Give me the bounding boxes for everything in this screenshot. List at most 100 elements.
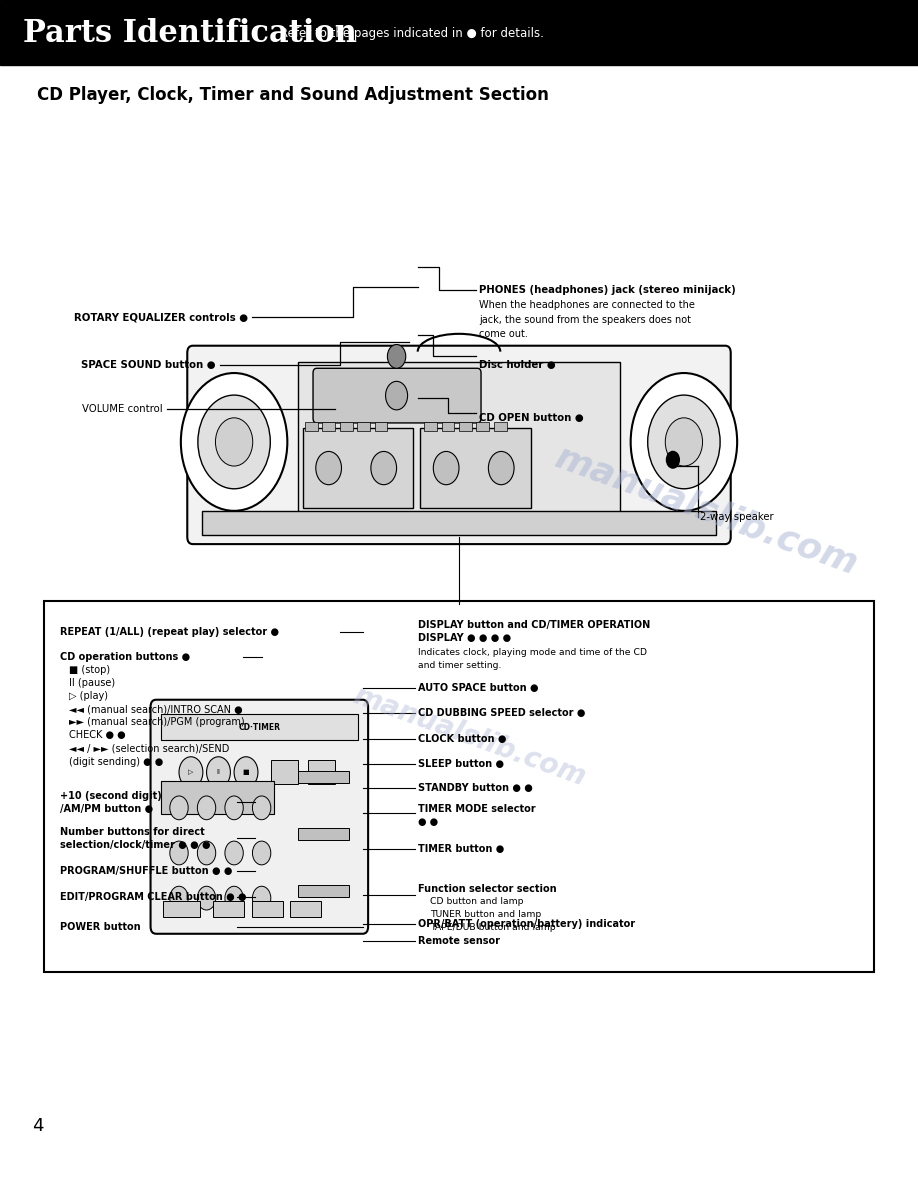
Circle shape [197, 796, 216, 820]
Text: 4: 4 [32, 1117, 44, 1136]
Text: Number buttons for direct: Number buttons for direct [60, 827, 205, 836]
FancyBboxPatch shape [313, 368, 481, 423]
Circle shape [631, 373, 737, 511]
Bar [161, 781, 274, 814]
Text: and timer setting.: and timer setting. [418, 661, 501, 670]
Bar [420, 428, 531, 508]
Text: II: II [217, 769, 220, 776]
Bar [161, 714, 358, 740]
Circle shape [234, 757, 258, 788]
Text: ►► (manual search)/PGM (program): ►► (manual search)/PGM (program) [69, 718, 244, 727]
Text: TAPE/DUB button and lamp: TAPE/DUB button and lamp [430, 923, 555, 933]
Text: +10 (second digit): +10 (second digit) [60, 791, 162, 801]
Text: (digit sending) ● ●: (digit sending) ● ● [69, 757, 163, 766]
Text: manualslib.com: manualslib.com [551, 440, 863, 582]
Text: ▷: ▷ [188, 769, 194, 776]
Circle shape [197, 841, 216, 865]
Text: CD OPEN button ●: CD OPEN button ● [479, 413, 584, 423]
Bar [476, 422, 489, 431]
Circle shape [198, 396, 270, 488]
Text: SPACE SOUND button ●: SPACE SOUND button ● [81, 360, 216, 369]
Circle shape [488, 451, 514, 485]
Text: When the headphones are connected to the: When the headphones are connected to the [479, 301, 695, 310]
Circle shape [216, 418, 252, 466]
Bar [303, 428, 413, 508]
Circle shape [316, 451, 341, 485]
Bar [163, 901, 200, 917]
Text: ■ (stop): ■ (stop) [69, 665, 110, 675]
Text: Refer to the pages indicated in ● for details.: Refer to the pages indicated in ● for de… [280, 27, 543, 39]
Text: Function selector section: Function selector section [418, 884, 556, 893]
Bar [298, 362, 620, 529]
Circle shape [170, 796, 188, 820]
Circle shape [666, 451, 679, 468]
Text: CD DUBBING SPEED selector ●: CD DUBBING SPEED selector ● [418, 708, 585, 718]
Bar [357, 422, 370, 431]
Text: selection/clock/timer ● ● ●: selection/clock/timer ● ● ● [60, 840, 210, 849]
Bar [44, 601, 874, 972]
Text: /AM/PM button ●: /AM/PM button ● [60, 804, 152, 814]
Bar [213, 901, 244, 917]
Bar [252, 901, 283, 917]
Circle shape [387, 345, 406, 368]
Text: STANDBY button ● ●: STANDBY button ● ● [418, 783, 532, 792]
Text: ◄◄ / ►► (selection search)/SEND: ◄◄ / ►► (selection search)/SEND [69, 744, 229, 753]
Bar [290, 901, 321, 917]
Text: EDIT/PROGRAM CLEAR button ● ●: EDIT/PROGRAM CLEAR button ● ● [60, 892, 246, 902]
Circle shape [252, 841, 271, 865]
Bar [298, 828, 349, 840]
Bar [494, 422, 507, 431]
Circle shape [433, 451, 459, 485]
Bar [322, 422, 335, 431]
Bar [271, 760, 298, 784]
Text: CLOCK button ●: CLOCK button ● [418, 734, 506, 744]
Bar [308, 760, 335, 784]
Circle shape [666, 418, 702, 466]
Text: REPEAT (1/ALL) (repeat play) selector ●: REPEAT (1/ALL) (repeat play) selector ● [60, 627, 279, 637]
Text: manualslib.com: manualslib.com [349, 682, 589, 791]
Circle shape [179, 757, 203, 788]
Text: ● ●: ● ● [418, 817, 438, 827]
Circle shape [252, 886, 271, 910]
Text: SLEEP button ●: SLEEP button ● [418, 759, 504, 769]
Text: PHONES (headphones) jack (stereo minijack): PHONES (headphones) jack (stereo minijac… [479, 285, 736, 295]
Text: Remote sensor: Remote sensor [418, 936, 499, 946]
Text: OPR/BATT (operation/battery) indicator: OPR/BATT (operation/battery) indicator [418, 920, 635, 929]
Circle shape [181, 373, 287, 511]
Circle shape [207, 757, 230, 788]
Text: CD Player, Clock, Timer and Sound Adjustment Section: CD Player, Clock, Timer and Sound Adjust… [37, 86, 549, 105]
Text: come out.: come out. [479, 329, 528, 339]
Bar [0, 0, 918, 65]
Text: TIMER button ●: TIMER button ● [418, 845, 504, 854]
Text: ◄◄ (manual search)/INTRO SCAN ●: ◄◄ (manual search)/INTRO SCAN ● [69, 704, 242, 714]
Text: CD button and lamp: CD button and lamp [430, 897, 523, 906]
Text: PROGRAM/SHUFFLE button ● ●: PROGRAM/SHUFFLE button ● ● [60, 866, 232, 876]
Bar [424, 422, 437, 431]
Bar [202, 511, 716, 535]
Circle shape [386, 381, 408, 410]
Text: CD·TIMER: CD·TIMER [239, 722, 280, 732]
Bar [305, 422, 318, 431]
Circle shape [225, 796, 243, 820]
Text: II (pause): II (pause) [69, 678, 115, 688]
Text: Parts Identification: Parts Identification [23, 18, 357, 49]
Text: TUNER button and lamp: TUNER button and lamp [430, 910, 541, 920]
Circle shape [371, 451, 397, 485]
Circle shape [170, 886, 188, 910]
Text: Disc holder ●: Disc holder ● [479, 360, 556, 369]
Text: DISPLAY button and CD/TIMER OPERATION: DISPLAY button and CD/TIMER OPERATION [418, 620, 650, 630]
Text: ROTARY EQUALIZER controls ●: ROTARY EQUALIZER controls ● [73, 312, 248, 322]
Circle shape [252, 796, 271, 820]
Text: POWER button: POWER button [60, 922, 140, 931]
Text: 2-way speaker: 2-way speaker [700, 512, 774, 522]
Bar [375, 422, 387, 431]
Circle shape [170, 841, 188, 865]
Text: ■: ■ [242, 769, 250, 776]
Text: Indicates clock, playing mode and time of the CD: Indicates clock, playing mode and time o… [418, 647, 646, 657]
FancyBboxPatch shape [151, 700, 368, 934]
Circle shape [225, 841, 243, 865]
Text: AUTO SPACE button ●: AUTO SPACE button ● [418, 683, 538, 693]
Bar [459, 422, 472, 431]
Circle shape [197, 886, 216, 910]
Text: CD operation buttons ●: CD operation buttons ● [60, 652, 190, 662]
